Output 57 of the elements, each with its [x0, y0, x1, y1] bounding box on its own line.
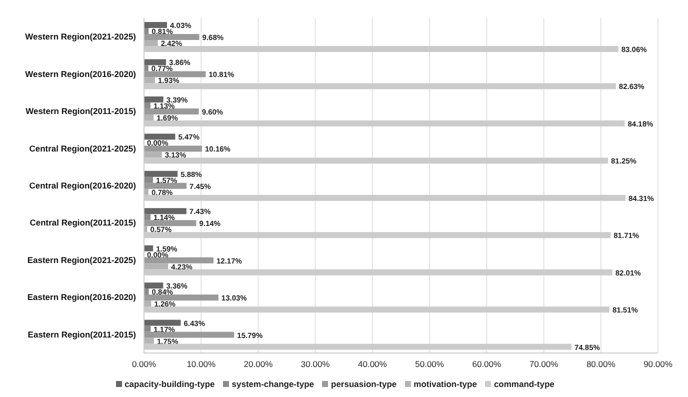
y-tick-label: Eastern Region(2021-2025) — [27, 254, 136, 265]
bar — [144, 245, 154, 252]
bar — [144, 214, 151, 220]
bar — [144, 102, 150, 108]
x-tick-label: 90.00% — [644, 359, 673, 370]
bar — [144, 226, 148, 232]
y-tick-label: Central Region(2021-2025) — [29, 143, 136, 154]
bar — [144, 332, 234, 338]
bar — [144, 294, 218, 301]
legend-label: persuasion-type — [331, 379, 397, 389]
y-tick-label: Eastern Region(2016-2020) — [27, 292, 136, 302]
bar — [144, 114, 154, 120]
x-tick-label: 30.00% — [300, 359, 330, 370]
bar — [144, 108, 199, 114]
y-tick-label: Central Region(2016-2020) — [29, 180, 136, 191]
bar — [144, 170, 178, 177]
bar — [144, 77, 156, 84]
bar — [144, 282, 164, 289]
bar — [144, 59, 166, 66]
bar — [144, 146, 202, 152]
bar — [144, 257, 214, 264]
x-tick-label: 70.00% — [529, 359, 559, 370]
x-tick-label: 0.00% — [132, 359, 156, 370]
bar — [144, 220, 196, 226]
x-tick-label: 60.00% — [472, 359, 502, 370]
y-tick-label: Eastern Region(2011-2015) — [28, 329, 136, 340]
bar — [144, 71, 206, 78]
bar — [144, 134, 176, 140]
bar — [144, 176, 153, 183]
x-tick-label: 40.00% — [358, 359, 388, 370]
bar — [144, 300, 152, 307]
bar — [144, 182, 187, 189]
y-tick-label: Central Region(2011-2015) — [30, 218, 136, 228]
bar — [144, 22, 168, 28]
bar — [144, 320, 181, 326]
x-tick-label: 10.00% — [186, 359, 216, 370]
bar — [144, 65, 148, 72]
x-tick-label: 20.00% — [244, 359, 274, 370]
legend-label: system-change-type — [232, 379, 314, 389]
bar — [144, 96, 164, 102]
bar — [144, 263, 168, 270]
bar — [144, 40, 158, 46]
legend-label: command-type — [494, 379, 554, 389]
bar — [144, 208, 186, 214]
y-tick-label: Western Region(2021-2025) — [25, 32, 136, 42]
y-tick-label: Western Region(2016-2020) — [25, 68, 136, 79]
bar — [144, 326, 151, 332]
bar — [144, 288, 149, 295]
bar — [144, 188, 148, 195]
x-tick-label: 80.00% — [586, 359, 616, 370]
bar — [144, 338, 154, 344]
x-tick-label: 50.00% — [415, 359, 444, 370]
bar — [144, 34, 200, 40]
bar — [144, 152, 162, 158]
y-tick-label: Western Region(2011-2015) — [26, 106, 136, 116]
legend-label: capacity-building-type — [124, 379, 215, 389]
legend-label: motivation-type — [414, 379, 477, 389]
